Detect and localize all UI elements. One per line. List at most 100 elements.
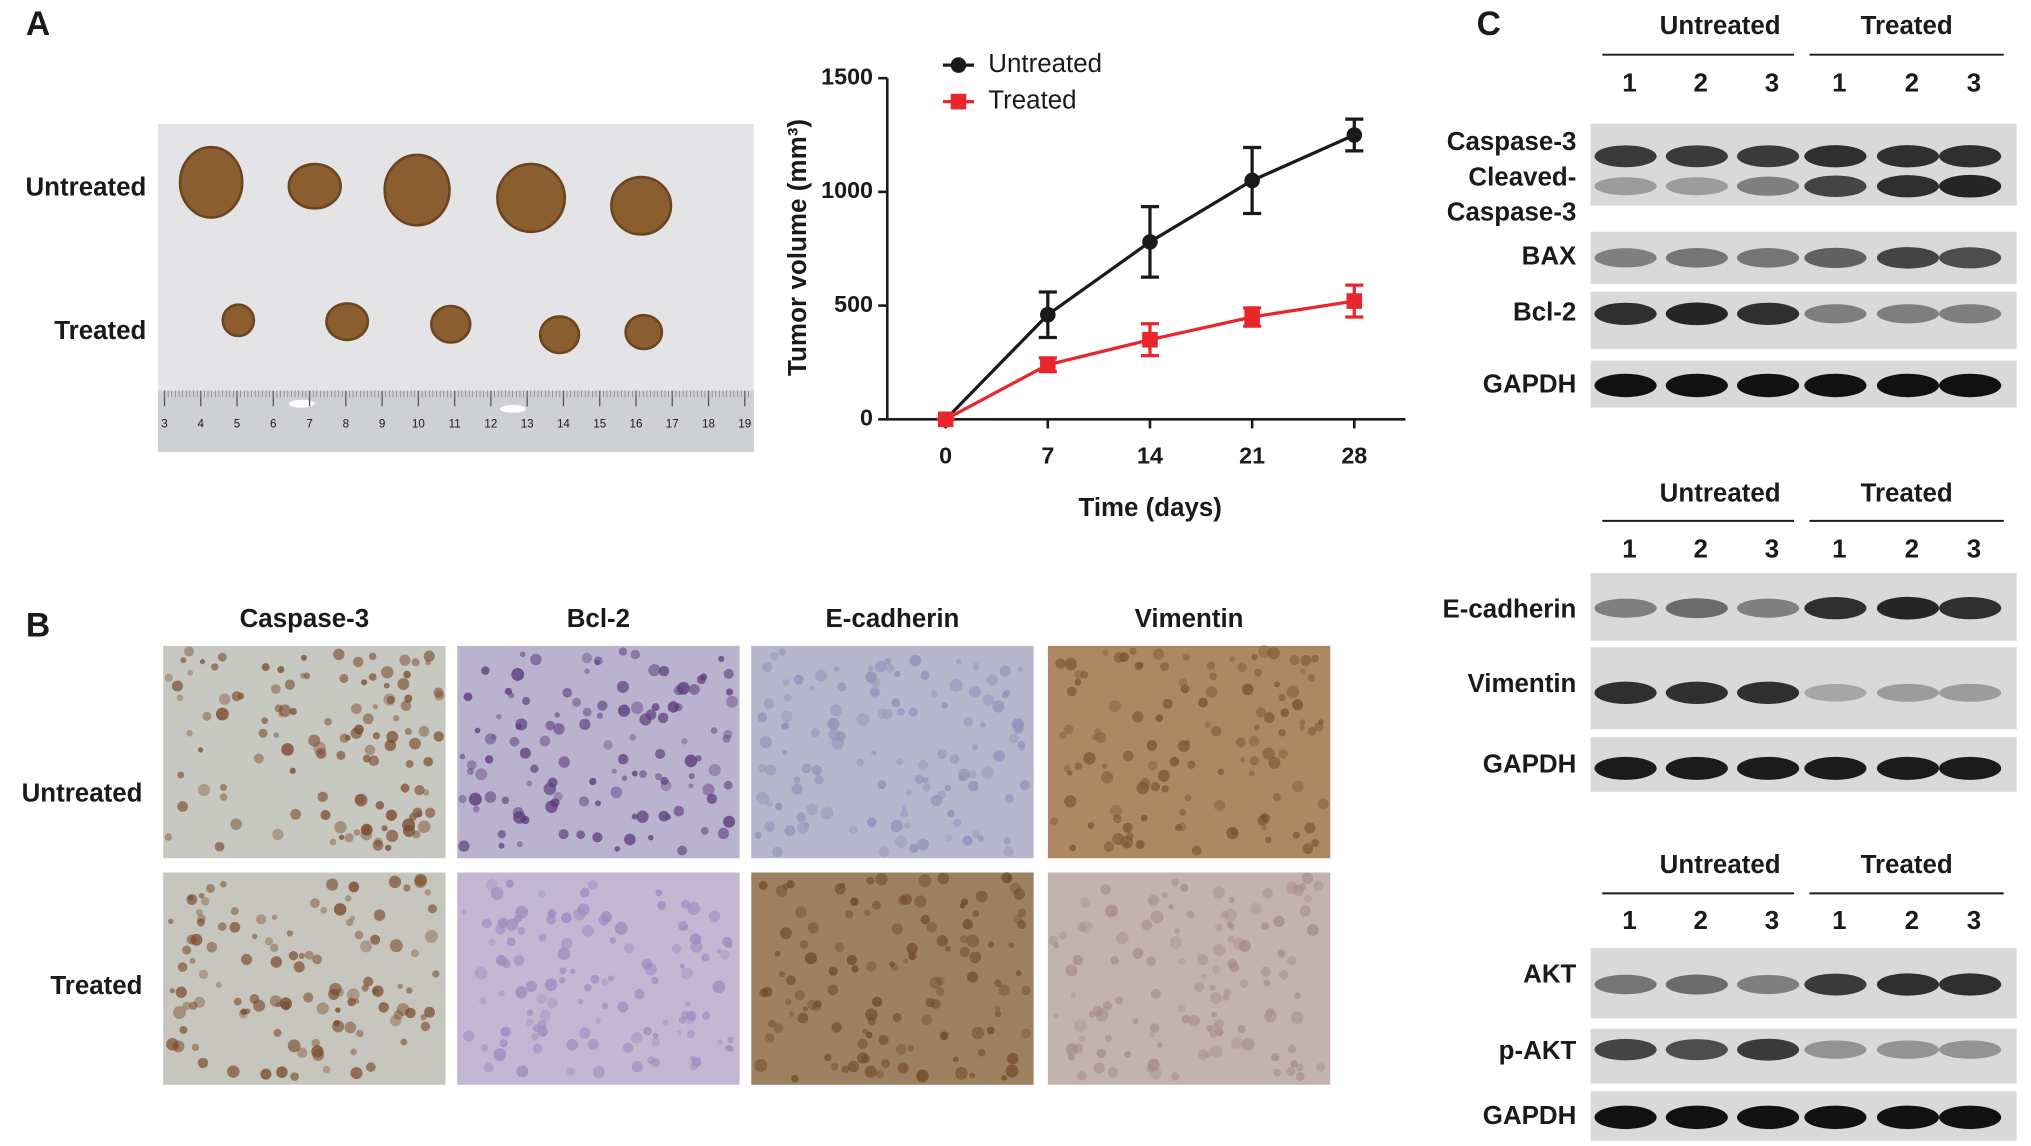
cell [346,918,354,927]
cell [1102,763,1108,769]
cell [1178,740,1191,753]
blot-band [1594,248,1657,268]
lane-label: 3 [1765,905,1779,935]
ruler-label: 6 [270,418,276,431]
cell [1177,822,1187,832]
cell [424,1006,436,1018]
cell [788,1011,795,1017]
cell [279,997,292,1010]
tumor [325,302,370,342]
cell [386,695,395,705]
ruler-label: 16 [630,418,643,431]
cell [1181,1014,1191,1024]
cell [618,647,628,656]
cell [624,833,636,846]
cell [1063,724,1074,735]
cell [350,1048,357,1056]
column-label: Vimentin [1135,603,1244,633]
cell [1135,839,1145,850]
cell [780,927,792,940]
cell [1068,1053,1075,1061]
blot-band [1665,974,1728,995]
cell [1076,1070,1087,1081]
cell [505,879,514,888]
cell [336,750,346,760]
cell [824,1053,832,1062]
cell [592,1065,605,1079]
cell [700,827,709,835]
cell [581,652,593,664]
cell [197,747,204,753]
cell [1314,722,1324,732]
cell [1048,935,1059,946]
cell [353,724,364,735]
cell [958,768,970,781]
cell [874,660,887,673]
cell [272,828,284,841]
cell [483,1062,494,1073]
cell [679,963,685,969]
cell [351,703,362,715]
cell [857,1052,869,1064]
cell [1251,653,1258,661]
cell [536,993,547,1005]
lane-label: 3 [1967,67,1981,97]
cell [683,1012,696,1025]
blot-band [1594,1105,1657,1130]
ruler-label: 18 [702,418,715,431]
cell [641,958,653,970]
cell [493,1048,507,1062]
cell [1017,666,1024,672]
cell [977,1048,986,1057]
cell [1080,920,1093,934]
cell [772,846,783,858]
cell [796,812,807,822]
lane-label: 2 [1905,67,1919,97]
cell [1206,1024,1213,1032]
cell [968,685,981,698]
cell [785,999,792,1006]
cell [566,1067,575,1076]
cell [723,780,733,790]
cell [373,909,386,921]
cell [1008,733,1019,744]
blot-band [1736,974,1800,995]
cell [481,918,492,929]
cell [308,734,321,747]
cell [1253,668,1262,677]
cell [897,1062,909,1074]
cell [187,670,194,676]
x-tick-label: 0 [939,442,952,468]
cell [1213,943,1226,957]
cell [423,756,434,767]
cell [559,967,567,975]
cell [977,835,984,842]
cell [506,937,516,947]
cell [1053,942,1060,949]
cell [884,657,892,665]
cell [180,657,187,664]
cell [774,802,783,811]
cell [865,1031,873,1039]
ihc-image [457,645,740,859]
cell [1262,887,1273,899]
cell [1132,1018,1139,1025]
cell [1180,684,1190,694]
cell [385,809,397,821]
y-tick-label: 500 [834,291,873,317]
cell [908,707,918,717]
cell [1205,686,1218,698]
cell [708,764,721,777]
blot-band [1665,302,1728,326]
cell [926,921,937,933]
cell [217,922,227,931]
cell [582,707,592,717]
cell [491,734,497,740]
cell [1126,832,1134,840]
cell [686,1030,696,1039]
cell [856,713,870,727]
cell [526,780,533,787]
cell [1003,846,1014,857]
cell [1318,719,1324,725]
ihc-image [163,872,446,1085]
